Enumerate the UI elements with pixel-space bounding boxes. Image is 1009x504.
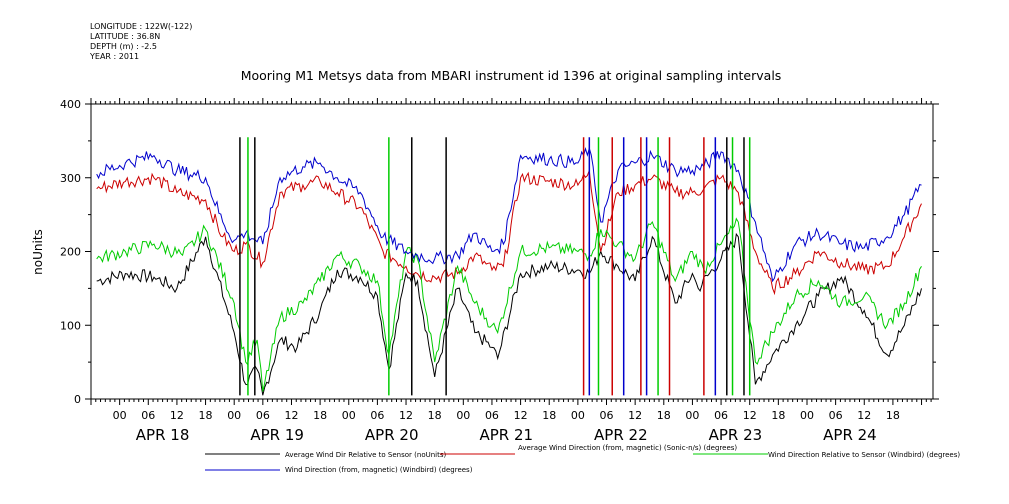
plot-border xyxy=(90,103,934,400)
legend-label: Wind Direction Relative to Sensor (Windb… xyxy=(768,451,960,459)
x-tick-label: 00 xyxy=(456,409,470,422)
series-line-0 xyxy=(96,232,922,396)
y-tick-label: 200 xyxy=(60,246,81,259)
legend-label: Average Wind Dir Relative to Sensor (noU… xyxy=(285,451,446,459)
x-tick-label: 18 xyxy=(199,409,213,422)
year-text: YEAR : 2011 xyxy=(90,52,140,61)
x-tick-label: 18 xyxy=(657,409,671,422)
x-tick-label: 00 xyxy=(685,409,699,422)
x-tick-label: 06 xyxy=(829,409,843,422)
metadata-block: LONGITUDE : 122W(-122) LATITUDE : 36.8N … xyxy=(90,22,192,62)
x-tick-label: 12 xyxy=(628,409,642,422)
day-label: APR 22 xyxy=(594,426,648,444)
day-label: APR 18 xyxy=(136,426,190,444)
x-tick-label: 18 xyxy=(771,409,785,422)
x-tick-label: 00 xyxy=(800,409,814,422)
x-axis: 00 06 12 18 00 06 12 18 00 06 12 18 00 06 12 18 00 06 12 18… xyxy=(90,98,932,444)
x-tick-label: 18 xyxy=(428,409,442,422)
x-tick-label: 18 xyxy=(886,409,900,422)
y-tick-label: 0 xyxy=(74,393,81,406)
x-tick-label: 06 xyxy=(714,409,728,422)
series-line-2 xyxy=(96,217,922,392)
depth-text: DEPTH (m) : -2.5 xyxy=(90,42,157,51)
x-tick-label: 00 xyxy=(227,409,241,422)
x-tick-label: 12 xyxy=(514,409,528,422)
x-tick-label: 18 xyxy=(313,409,327,422)
day-label: APR 19 xyxy=(250,426,304,444)
x-tick-label: 06 xyxy=(600,409,614,422)
x-tick-label: 00 xyxy=(571,409,585,422)
legend: Average Wind Dir Relative to Sensor (noU… xyxy=(205,444,960,474)
x-tick-label: 06 xyxy=(370,409,384,422)
day-label: APR 24 xyxy=(823,426,877,444)
x-tick-label: 12 xyxy=(170,409,184,422)
longitude-text: LONGITUDE : 122W(-122) xyxy=(90,22,193,31)
chart-title: Mooring M1 Metsys data from MBARI instru… xyxy=(241,68,782,83)
x-tick-label: 06 xyxy=(485,409,499,422)
x-tick-label: 12 xyxy=(284,409,298,422)
x-tick-label: 06 xyxy=(141,409,155,422)
x-tick-label: 18 xyxy=(542,409,556,422)
series-line-1 xyxy=(96,170,922,296)
series-layer xyxy=(96,137,922,396)
y-tick-label: 400 xyxy=(60,98,81,111)
x-tick-label: 06 xyxy=(256,409,270,422)
x-tick-label: 12 xyxy=(857,409,871,422)
x-tick-label: 12 xyxy=(399,409,413,422)
series-line-3 xyxy=(96,146,922,283)
x-tick-label: 12 xyxy=(743,409,757,422)
y-axis-label: noUnits xyxy=(31,229,45,275)
legend-label: Average Wind Direction (from, magnetic) … xyxy=(518,444,737,452)
day-label: APR 21 xyxy=(479,426,533,444)
x-tick-label: 00 xyxy=(342,409,356,422)
day-label: APR 20 xyxy=(365,426,419,444)
y-tick-label: 100 xyxy=(60,319,81,332)
plot-frame xyxy=(90,103,934,400)
x-tick-label: 00 xyxy=(113,409,127,422)
legend-label: Wind Direction (from, magnetic) (Windbir… xyxy=(285,466,473,474)
latitude-text: LATITUDE : 36.8N xyxy=(90,32,161,41)
y-tick-label: 300 xyxy=(60,172,81,185)
day-label: APR 23 xyxy=(709,426,763,444)
y-axis: 0 100 200 300 400 xyxy=(60,98,939,406)
